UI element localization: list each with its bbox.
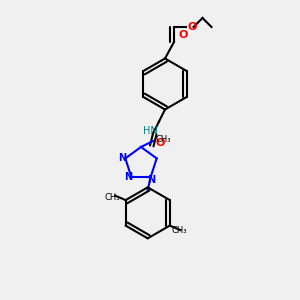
Text: N: N [118, 153, 126, 164]
Text: O: O [156, 137, 165, 148]
Text: CH₃: CH₃ [104, 193, 120, 202]
Text: O: O [178, 30, 188, 40]
Text: N: N [124, 172, 132, 182]
Text: O: O [188, 22, 197, 32]
Text: CH₃: CH₃ [171, 226, 187, 235]
Text: N: N [147, 176, 155, 185]
Text: HN: HN [142, 126, 158, 136]
Text: CH₃: CH₃ [156, 135, 172, 144]
